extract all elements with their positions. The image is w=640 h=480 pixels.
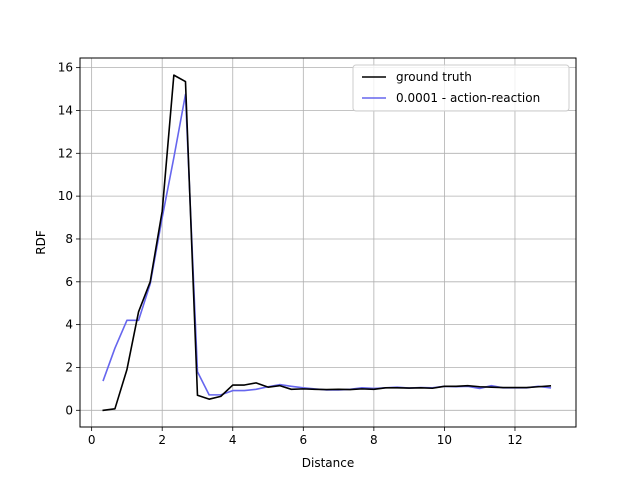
x-tick-label: 10 [437, 433, 452, 447]
y-tick-label: 6 [65, 275, 73, 289]
legend-label: 0.0001 - action-reaction [396, 91, 540, 105]
y-tick-label: 16 [58, 61, 73, 75]
x-tick-label: 2 [158, 433, 166, 447]
x-tick-label: 6 [299, 433, 307, 447]
plot-lines [102, 74, 552, 412]
grid [80, 58, 576, 427]
y-tick-label: 12 [58, 146, 73, 160]
legend-label: ground truth [396, 70, 472, 84]
legend-box [352, 64, 570, 112]
series-line-ground-truth [102, 74, 552, 412]
x-tick-label: 4 [229, 433, 237, 447]
x-tick-label: 8 [370, 433, 378, 447]
x-tick-label: 0 [88, 433, 96, 447]
axes-frame [79, 57, 577, 428]
y-tick-label: 8 [65, 232, 73, 246]
x-tick-label: 12 [507, 433, 522, 447]
y-tick-label: 14 [58, 103, 73, 117]
x-axis-label: Distance [302, 456, 354, 470]
y-tick-label: 4 [65, 318, 73, 332]
axis-ticks: 0 2 4 6 8 10 12 0 2 4 6 8 10 12 14 16 [58, 61, 523, 447]
legend: ground truth 0.0001 - action-reaction [352, 64, 570, 112]
y-tick-label: 10 [58, 189, 73, 203]
y-axis-label: RDF [34, 230, 48, 255]
y-tick-label: 2 [65, 360, 73, 374]
y-tick-label: 0 [65, 403, 73, 417]
